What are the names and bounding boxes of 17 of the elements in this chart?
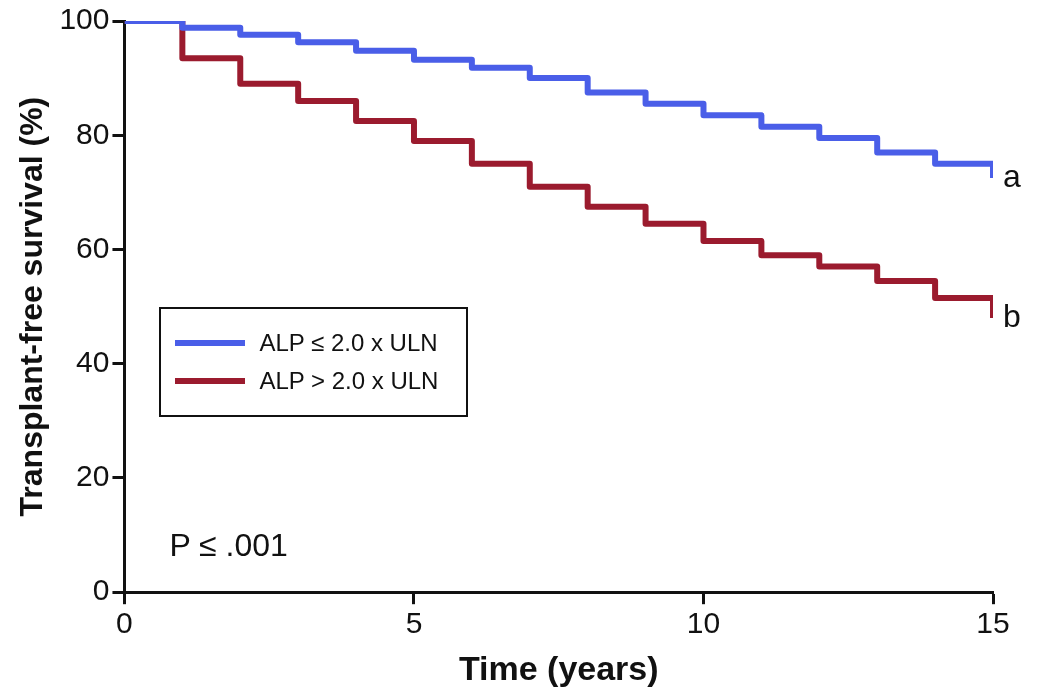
y-axis-title: Transplant-free survival (%) — [13, 96, 50, 517]
legend-label: ALP > 2.0 x ULN — [259, 366, 439, 395]
x-axis-title: Time (years) — [458, 648, 659, 687]
x-tick-label: 0 — [116, 606, 133, 640]
y-tick-label: 40 — [76, 344, 110, 378]
legend-label: ALP ≤ 2.0 x ULN — [259, 328, 438, 357]
annotation: b — [1003, 297, 1021, 334]
y-tick-label: 0 — [92, 573, 110, 607]
annotation: a — [1003, 157, 1021, 194]
y-tick-label: 80 — [76, 116, 110, 150]
y-tick-label: 100 — [59, 2, 110, 36]
y-tick-label: 20 — [76, 459, 110, 493]
annotation: P ≤ .001 — [169, 527, 288, 564]
x-tick-label: 10 — [686, 606, 721, 640]
y-tick-label: 60 — [76, 230, 110, 264]
x-tick-label: 5 — [405, 606, 423, 640]
x-tick-label: 15 — [976, 606, 1010, 640]
